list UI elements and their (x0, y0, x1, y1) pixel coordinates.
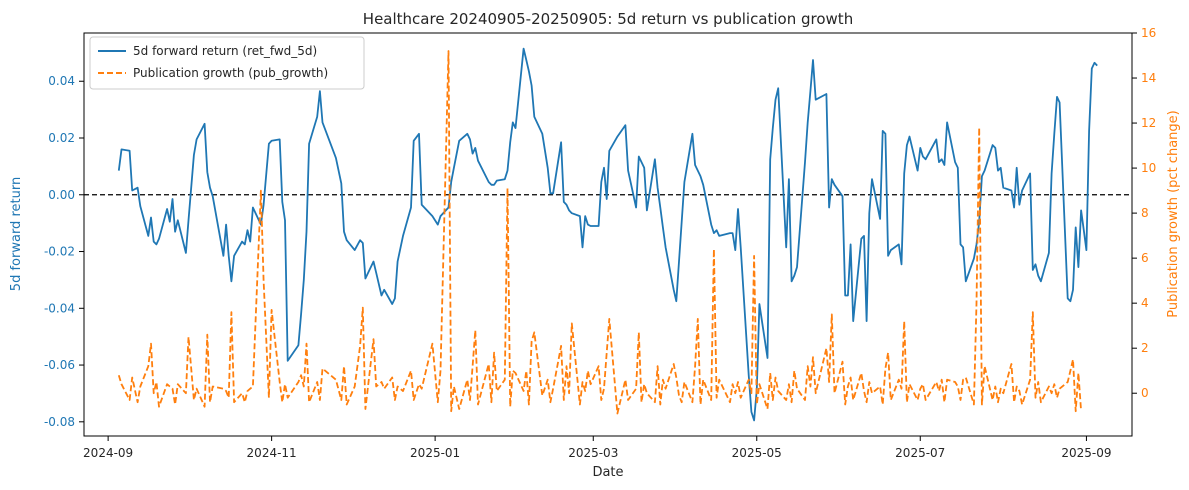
right-y-tick-label: 10 (1141, 161, 1156, 175)
x-tick-label: 2025-03 (568, 446, 618, 460)
legend: 5d forward return (ret_fwd_5d) Publicati… (89, 36, 365, 90)
legend-box (89, 36, 365, 90)
legend-label-return: 5d forward return (ret_fwd_5d) (133, 44, 317, 58)
right-y-tick-label: 6 (1141, 251, 1149, 265)
x-tick-label: 2025-07 (895, 446, 945, 460)
right-y-tick-label: 2 (1141, 341, 1149, 355)
right-y-tick-label: 14 (1141, 71, 1156, 85)
x-tick-label: 2024-09 (83, 446, 133, 460)
right-y-tick-label: 12 (1141, 116, 1156, 130)
right-y-tick-label: 16 (1141, 26, 1156, 40)
left-y-tick-label: -0.06 (44, 358, 75, 372)
left-y-tick-label: -0.02 (44, 245, 75, 259)
x-tick-label: 2024-11 (247, 446, 297, 460)
left-y-tick-label: -0.08 (44, 415, 75, 429)
x-tick-label: 2025-09 (1061, 446, 1111, 460)
left-y-tick-label: -0.04 (44, 301, 75, 315)
left-y-tick-label: 0.02 (48, 131, 75, 145)
x-axis-title: Date (592, 465, 623, 480)
left-y-tick-label: 0.04 (48, 74, 75, 88)
legend-label-growth: Publication growth (pub_growth) (133, 66, 328, 80)
series-line-return (117, 47, 1098, 422)
plot-area: 2024-09 2024-11 2025-01 2025-03 2025-05 2025-… (44, 26, 1156, 460)
series-line-growth (117, 50, 1082, 415)
left-y-tick-label: 0.00 (48, 188, 75, 202)
x-tick-label: 2025-01 (410, 446, 460, 460)
right-y-tick-label: 4 (1141, 296, 1149, 310)
left-axis-title: 5d forward return (9, 177, 24, 291)
right-y-tick-label: 0 (1141, 386, 1149, 400)
right-y-tick-label: 8 (1141, 206, 1149, 220)
plot-frame (83, 32, 1133, 437)
x-tick-label: 2025-05 (732, 446, 782, 460)
right-axis-title: Publication growth (pct change) (1166, 110, 1181, 317)
chart-title: Healthcare 20240905-20250905: 5d return … (363, 10, 853, 28)
